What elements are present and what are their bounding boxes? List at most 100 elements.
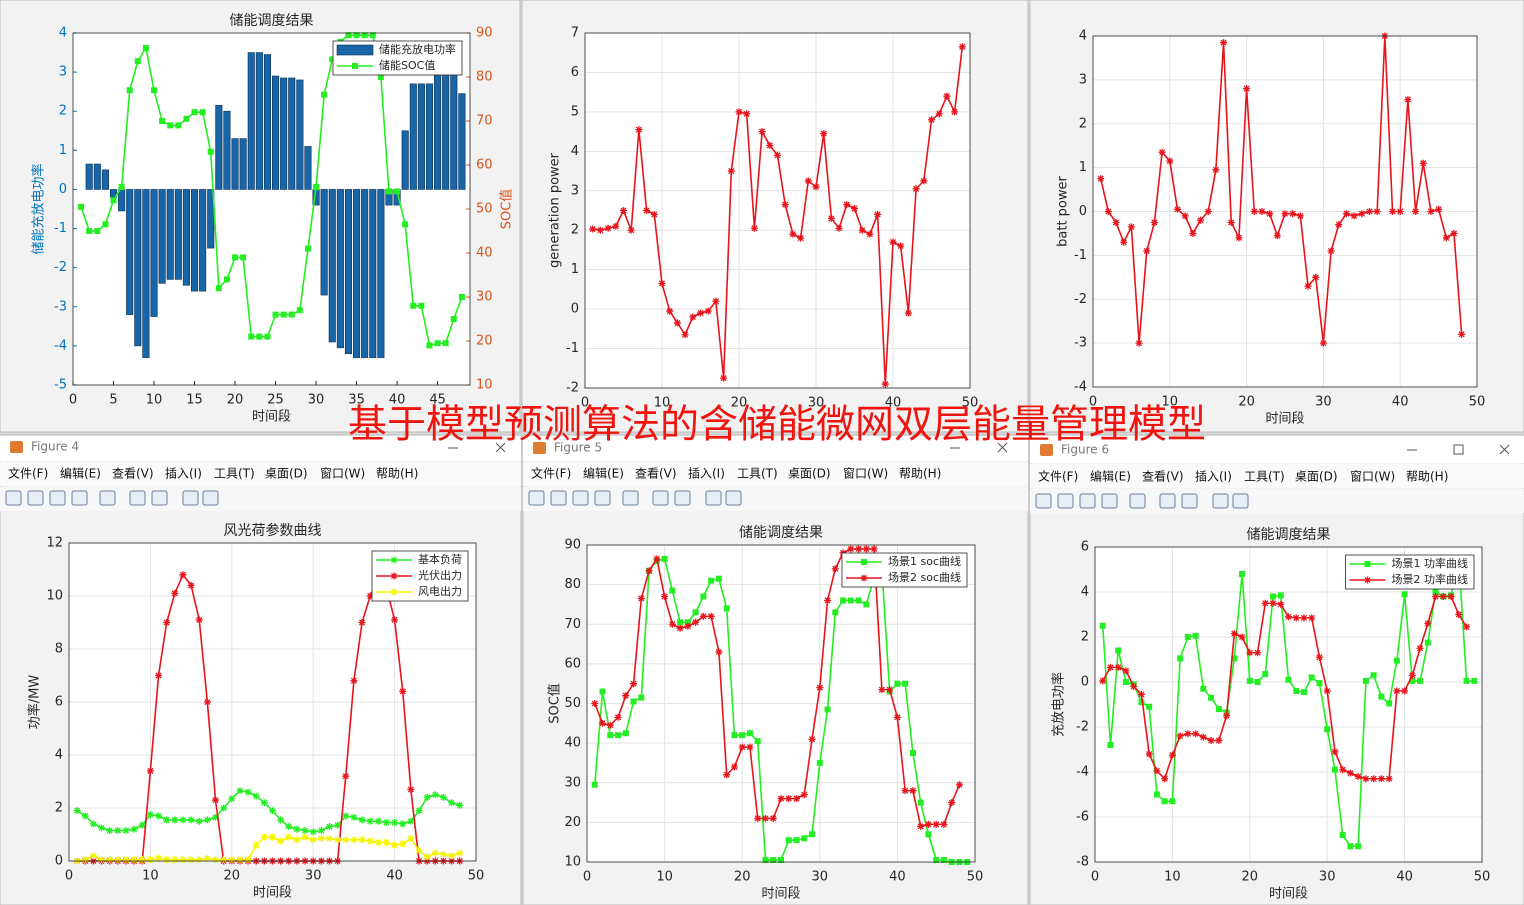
toolbar-button[interactable]: [1232, 493, 1249, 509]
toolbar-button[interactable]: [1035, 493, 1052, 509]
marker: [1215, 706, 1222, 712]
marker: [948, 799, 956, 807]
toolbar-button[interactable]: [151, 490, 168, 506]
marker: [260, 799, 268, 807]
menu-item[interactable]: 查看(V): [635, 467, 677, 481]
menu-item[interactable]: 文件(F): [531, 466, 571, 481]
toolbar-button[interactable]: [725, 490, 742, 506]
marker: [700, 593, 707, 600]
menu-item[interactable]: 编辑(E): [1090, 469, 1131, 484]
marker: [106, 856, 114, 864]
marker: [1377, 775, 1385, 783]
toolbar-button[interactable]: [528, 490, 545, 506]
marker: [778, 857, 784, 864]
menu-item[interactable]: 插入(I): [688, 467, 725, 481]
marker: [1181, 212, 1189, 220]
menu-item[interactable]: 桌面(D): [788, 467, 831, 481]
toolbar-button[interactable]: [202, 490, 219, 506]
bar: [320, 189, 328, 296]
menu-item[interactable]: 编辑(E): [583, 466, 624, 481]
marker: [1389, 208, 1397, 215]
toolbar-button[interactable]: [705, 490, 722, 506]
menu-item[interactable]: 工具(T): [1244, 470, 1285, 484]
close-button[interactable]: [495, 442, 506, 453]
menu-item[interactable]: 工具(T): [214, 467, 255, 481]
marker: [658, 279, 666, 287]
menu-item[interactable]: 文件(F): [1038, 469, 1078, 484]
menu-item[interactable]: 桌面(D): [1295, 470, 1338, 484]
menu-item[interactable]: 编辑(E): [60, 466, 101, 481]
y-tick-label: 0: [59, 182, 67, 197]
marker: [1417, 677, 1424, 684]
marker: [391, 616, 399, 624]
toolbar-button[interactable]: [1079, 493, 1096, 509]
menu-item[interactable]: 文件(F): [8, 466, 48, 481]
menu-item[interactable]: 插入(I): [165, 467, 202, 481]
menu-item[interactable]: 帮助(H): [1406, 470, 1448, 484]
marker: [697, 309, 704, 317]
marker: [1401, 591, 1408, 598]
marker: [622, 692, 630, 700]
marker: [195, 817, 203, 825]
marker: [163, 856, 171, 864]
toolbar-button[interactable]: [1057, 493, 1074, 509]
marker: [450, 316, 457, 322]
marker: [199, 109, 206, 116]
marker: [203, 698, 211, 706]
menu-item[interactable]: 查看(V): [112, 467, 154, 481]
menu-item[interactable]: 插入(I): [1195, 470, 1232, 484]
toolbar-button[interactable]: [622, 490, 639, 506]
marker: [874, 210, 882, 218]
y-tick-label: 1: [571, 262, 579, 277]
menu-item[interactable]: 帮助(H): [376, 467, 418, 481]
toolbar-button[interactable]: [550, 490, 567, 506]
toolbar-button[interactable]: [182, 490, 199, 506]
close-button[interactable]: [997, 442, 1008, 453]
menu-item[interactable]: 窗口(W): [320, 467, 365, 481]
menu-item[interactable]: 窗口(W): [1350, 470, 1395, 484]
menu-item[interactable]: 桌面(D): [265, 467, 308, 481]
menu-item[interactable]: 帮助(H): [899, 467, 941, 481]
toolbar-button[interactable]: [594, 490, 611, 506]
close-button[interactable]: [1499, 444, 1510, 455]
toolbar-button[interactable]: [27, 490, 44, 506]
marker: [847, 545, 855, 553]
toolbar-button[interactable]: [5, 490, 22, 506]
toolbar-button[interactable]: [1181, 493, 1198, 509]
marker: [754, 738, 761, 745]
marker: [1324, 726, 1331, 733]
toolbar-button[interactable]: [1212, 493, 1229, 509]
series-line: [1099, 35, 1463, 344]
toolbar-button[interactable]: [652, 490, 669, 506]
marker: [155, 672, 163, 679]
marker: [723, 771, 731, 779]
toolbar-button[interactable]: [71, 490, 88, 506]
menu-item[interactable]: 工具(T): [737, 467, 778, 481]
y-tick-label: 90: [564, 538, 581, 553]
marker: [385, 188, 392, 195]
toolbar-button[interactable]: [1101, 493, 1118, 509]
toolbar-button[interactable]: [1159, 493, 1176, 509]
toolbar-button[interactable]: [674, 490, 691, 506]
menu-item[interactable]: 窗口(W): [843, 467, 888, 481]
marker: [1442, 234, 1450, 242]
toolbar-button[interactable]: [49, 490, 66, 506]
toolbar-button[interactable]: [1129, 493, 1146, 509]
toolbar-button[interactable]: [572, 490, 589, 506]
x-tick-label: 30: [812, 870, 829, 885]
axes-box: [586, 544, 976, 863]
bar: [353, 189, 361, 358]
marker: [301, 827, 309, 835]
maximize-button[interactable]: [1453, 444, 1464, 455]
toolbar-button[interactable]: [129, 490, 146, 506]
menu-item[interactable]: 查看(V): [1142, 470, 1184, 484]
bar: [223, 110, 231, 190]
marker: [423, 793, 431, 801]
marker: [1331, 766, 1338, 773]
marker: [1396, 208, 1404, 215]
chart-title: 风光荷参数曲线: [224, 522, 322, 539]
y-tick-label: -2: [566, 381, 579, 396]
marker: [1404, 96, 1412, 104]
marker: [179, 571, 187, 579]
toolbar-button[interactable]: [99, 490, 116, 506]
